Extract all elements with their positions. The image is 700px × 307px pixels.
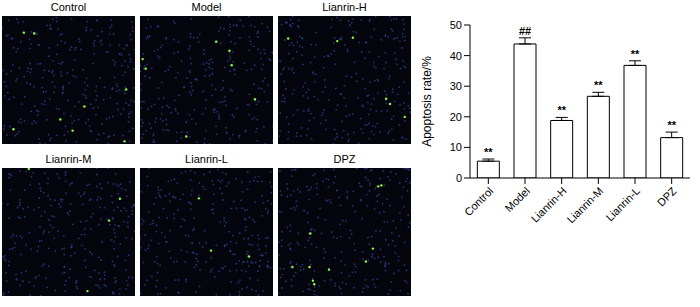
svg-text:0: 0	[456, 172, 462, 184]
svg-text:**: **	[667, 119, 676, 131]
svg-text:Lianrin-H: Lianrin-H	[529, 185, 569, 225]
svg-text:40: 40	[450, 50, 462, 62]
html-text:Lianrin-L: Lianrin-L	[185, 153, 228, 165]
html-text:DPZ: DPZ	[333, 153, 356, 165]
svg-text:Model: Model	[502, 185, 532, 215]
html-text:Model: Model	[191, 1, 222, 13]
html-text:Control: Control	[50, 1, 87, 13]
svg-text:**: **	[594, 79, 603, 91]
svg-text:10: 10	[450, 141, 462, 153]
html-text:Lianrin-M: Lianrin-M	[45, 153, 92, 165]
svg-text:DPZ: DPZ	[655, 184, 679, 208]
html-text:Lianrin-H: Lianrin-H	[322, 1, 367, 13]
svg-text:Control: Control	[462, 185, 496, 219]
svg-text:**: **	[484, 146, 493, 158]
svg-text:**: **	[557, 104, 566, 116]
svg-text:30: 30	[450, 80, 462, 92]
svg-text:50: 50	[450, 19, 462, 31]
svg-text:##: ##	[519, 25, 531, 37]
svg-text:Lianrin-M: Lianrin-M	[564, 185, 605, 226]
svg-text:**: **	[631, 48, 640, 60]
svg-text:Lianrin-L: Lianrin-L	[603, 185, 642, 224]
svg-text:20: 20	[450, 111, 462, 123]
svg-text:Apoptosis rate/%: Apoptosis rate/%	[420, 56, 434, 147]
